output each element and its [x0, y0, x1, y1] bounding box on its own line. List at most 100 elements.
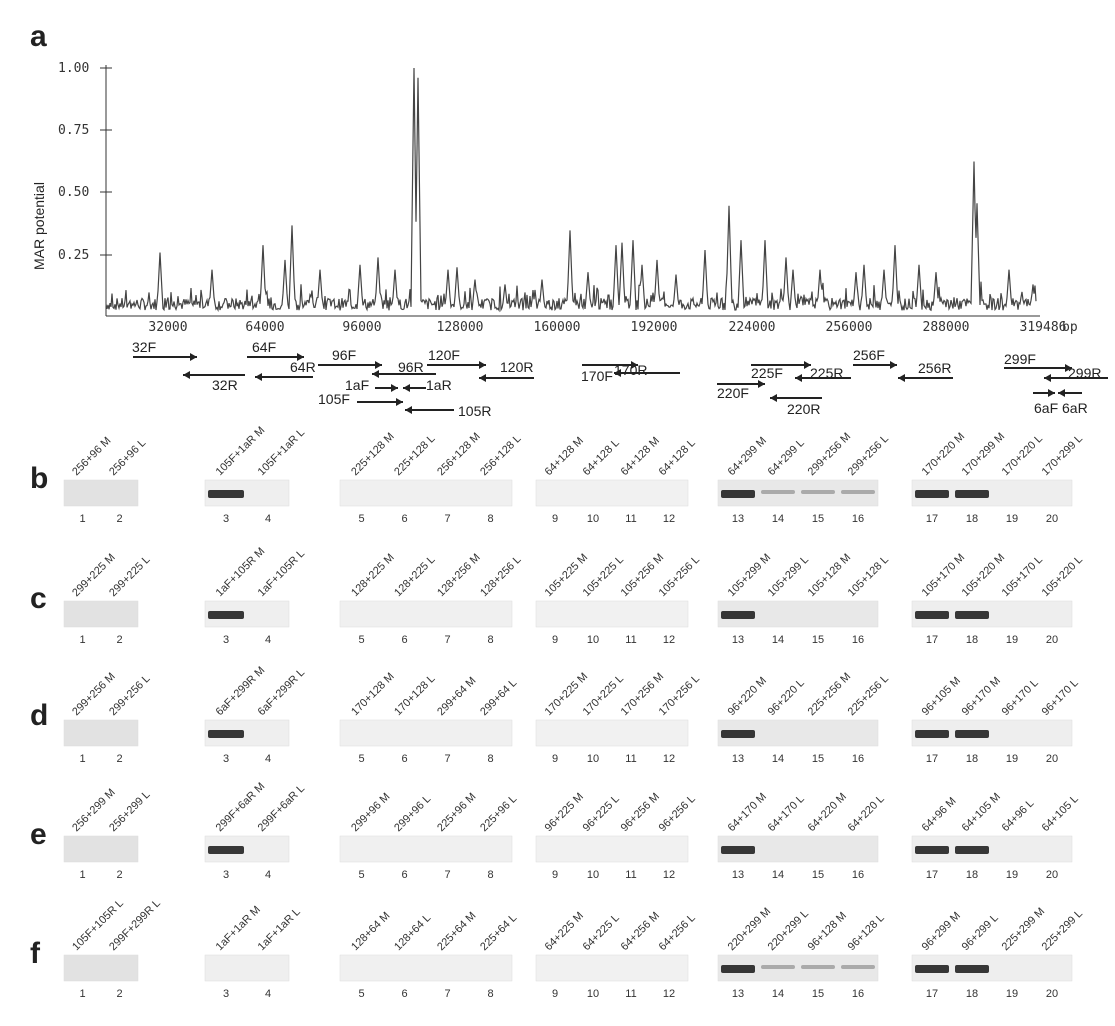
lane-number: 15: [812, 513, 824, 525]
lane-number: 13: [732, 988, 744, 1000]
lane-number: 9: [552, 513, 558, 525]
lane-number: 15: [812, 869, 824, 881]
lane-label: 170+128 M: [349, 670, 397, 718]
lane-number: 19: [1006, 869, 1018, 881]
primer-arrow-head: [190, 353, 197, 361]
lane-label: 256+128 M: [435, 430, 483, 478]
x-tick-label: 64000: [245, 320, 284, 335]
gel-band: [955, 730, 989, 738]
x-tick-label: 288000: [923, 320, 970, 335]
lane-number: 2: [116, 513, 122, 525]
lane-number: 5: [358, 753, 364, 765]
lane-number: 10: [587, 513, 599, 525]
lane-label: 64+225 M: [543, 910, 586, 953]
primer-label: 120R: [500, 359, 533, 375]
x-tick-label: 96000: [342, 320, 381, 335]
lane-number: 9: [552, 869, 558, 881]
primer-arrow-head: [375, 361, 382, 369]
primer-arrow-head: [391, 384, 398, 392]
lane-label: 170+299 L: [1040, 433, 1085, 478]
primer-label: 1aF: [345, 377, 369, 393]
lane-number: 12: [663, 634, 675, 646]
lane-label: 96+299 M: [920, 910, 963, 953]
gel-band: [801, 965, 835, 969]
lane-number: 7: [444, 869, 450, 881]
lane-number: 15: [812, 988, 824, 1000]
gel-band: [955, 846, 989, 854]
gel-image: [63, 600, 139, 628]
lane-number: 17: [926, 513, 938, 525]
primer-label: 32R: [212, 377, 238, 393]
lane-number: 1: [79, 634, 85, 646]
panel-letter-e: e: [30, 818, 47, 851]
lane-number: 4: [265, 634, 271, 646]
primer-label: 6aR: [1062, 400, 1088, 416]
gel-band: [915, 965, 949, 973]
lane-number: 18: [966, 753, 978, 765]
lane-number: 7: [444, 513, 450, 525]
gel-image: [339, 479, 513, 507]
lane-number: 3: [223, 988, 229, 1000]
lane-number: 9: [552, 634, 558, 646]
x-tick-label: 128000: [437, 320, 484, 335]
lane-number: 13: [732, 753, 744, 765]
gel-band: [841, 490, 875, 494]
lane-label: 96+170 M: [960, 675, 1003, 718]
gel-band: [721, 846, 755, 854]
lane-number: 3: [223, 869, 229, 881]
lane-label: 64+96 M: [920, 795, 959, 834]
gel-image: [339, 835, 513, 863]
primer-arrow-head: [614, 369, 621, 377]
gel-band: [955, 965, 989, 973]
gel-band: [915, 611, 949, 619]
lane-label: 96+170 L: [1040, 677, 1081, 718]
lane-number: 4: [265, 753, 271, 765]
gel-image: [535, 954, 689, 982]
x-tick-label: 256000: [826, 320, 873, 335]
lane-number: 6: [401, 634, 407, 646]
lane-label: 225+128 L: [392, 433, 437, 478]
lane-label: 96+220 L: [766, 677, 807, 718]
lane-number: 11: [625, 634, 636, 646]
lane-label: 64+128 M: [543, 435, 586, 478]
lane-label: 225+96 L: [478, 793, 519, 834]
x-tick-label: 32000: [148, 320, 187, 335]
lane-number: 19: [1006, 513, 1018, 525]
gel-image: [63, 954, 139, 982]
lane-number: 15: [812, 634, 824, 646]
lane-number: 11: [625, 988, 636, 1000]
lane-number: 20: [1046, 988, 1058, 1000]
primer-arrow-head: [403, 384, 410, 392]
lane-label: 64+105 L: [1040, 793, 1081, 834]
lane-number: 11: [625, 869, 636, 881]
lane-label: 256+96 M: [70, 435, 113, 478]
primer-arrow-head: [183, 371, 190, 379]
primer-arrow-head: [297, 353, 304, 361]
lane-label: 64+170 L: [766, 793, 807, 834]
lane-number: 1: [79, 869, 85, 881]
primer-arrow-head: [804, 361, 811, 369]
primer-arrow-head: [1048, 389, 1055, 397]
primer-arrow-head: [255, 373, 262, 381]
lane-number: 11: [625, 513, 636, 525]
lane-label: 96+256 L: [657, 793, 698, 834]
lane-number: 14: [772, 988, 784, 1000]
lane-number: 12: [663, 988, 675, 1000]
lane-number: 17: [926, 634, 938, 646]
lane-label: 96+128 L: [846, 912, 887, 953]
lane-label: 256+96 L: [107, 437, 148, 478]
y-tick-label: 0.75: [58, 123, 89, 138]
primer-label: 220F: [717, 385, 749, 401]
gel-band: [208, 611, 244, 619]
mar-potential-trace: [105, 67, 1037, 313]
lane-number: 10: [587, 753, 599, 765]
lane-number: 7: [444, 753, 450, 765]
primer-label: 299F: [1004, 351, 1036, 367]
primer-label: 96F: [332, 347, 356, 363]
lane-label: 64+299 L: [766, 437, 807, 478]
lane-number: 9: [552, 753, 558, 765]
lane-number: 8: [487, 988, 493, 1000]
lane-number: 10: [587, 634, 599, 646]
